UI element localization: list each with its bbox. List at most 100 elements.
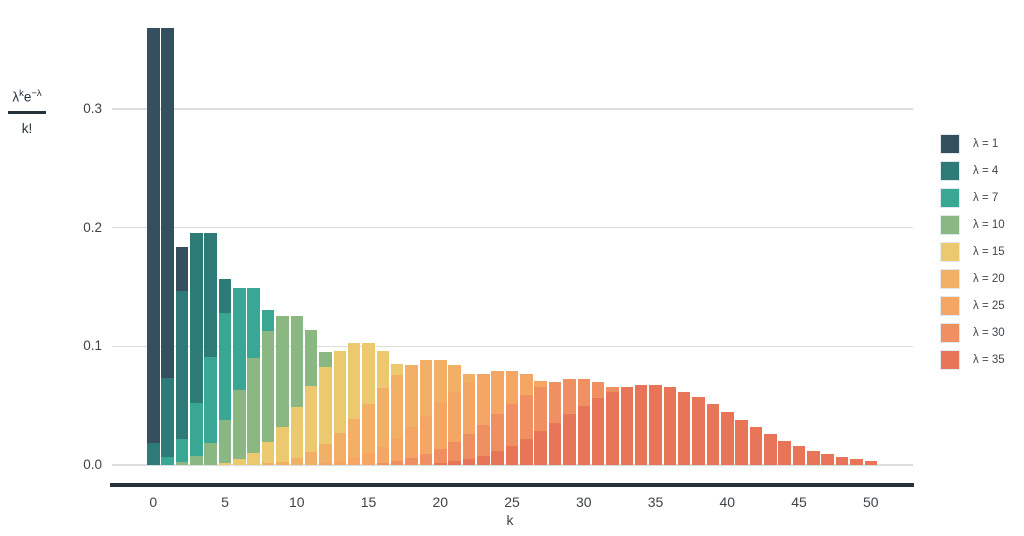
x-tick-label: 45 — [791, 494, 807, 510]
bar — [778, 440, 791, 465]
y-tick-label: 0.2 — [83, 219, 102, 235]
bar — [261, 441, 275, 465]
bar — [233, 390, 246, 465]
bar — [764, 434, 777, 465]
bar — [448, 442, 461, 465]
bar — [405, 458, 418, 465]
x-axis-line — [110, 483, 914, 487]
bar — [233, 459, 246, 465]
bar — [792, 446, 806, 465]
bar — [190, 455, 203, 465]
bar — [663, 387, 677, 465]
y-tick-label: 0.0 — [83, 457, 102, 472]
formula-denominator: k! — [21, 121, 33, 136]
legend-label: λ = 4 — [973, 165, 999, 177]
bar — [620, 387, 634, 465]
bar — [319, 366, 332, 465]
bar — [577, 405, 590, 465]
bar — [376, 388, 390, 465]
legend-label: λ = 7 — [973, 192, 999, 204]
x-tick-label: 5 — [221, 494, 229, 510]
bar — [606, 391, 619, 465]
bar — [290, 458, 303, 465]
bar — [218, 420, 232, 465]
bar — [434, 449, 447, 465]
gridline — [112, 226, 913, 229]
legend-swatch — [940, 269, 960, 289]
bar — [247, 452, 260, 465]
legend-label: λ = 15 — [973, 246, 1005, 258]
bar — [491, 451, 504, 465]
bar — [304, 386, 318, 465]
x-tick-label: 20 — [432, 494, 449, 510]
legend-swatch — [940, 188, 960, 208]
legend-swatch — [940, 323, 960, 343]
bar — [520, 439, 533, 465]
bar — [204, 356, 217, 465]
legend-swatch — [940, 215, 960, 235]
bar — [175, 291, 189, 465]
legend-label: λ = 10 — [973, 219, 1005, 231]
bar — [548, 422, 562, 465]
bar — [721, 411, 734, 465]
bar — [304, 452, 318, 465]
legend-label: λ = 30 — [973, 327, 1005, 339]
x-tick-label: 40 — [719, 494, 736, 510]
x-tick-label: 35 — [647, 494, 664, 510]
gridline — [112, 345, 913, 347]
bar — [749, 427, 763, 465]
bar — [419, 454, 433, 465]
gridline — [112, 108, 913, 110]
bar — [448, 461, 461, 465]
x-tick-label: 15 — [360, 494, 377, 510]
bar — [462, 458, 476, 465]
bar — [204, 442, 217, 465]
bar — [276, 426, 289, 465]
bar — [477, 455, 490, 465]
x-axis-label: k — [506, 512, 514, 528]
bar — [807, 450, 820, 465]
bar — [333, 461, 347, 465]
bar — [376, 446, 390, 465]
legend-swatch — [940, 161, 960, 181]
bar — [276, 461, 289, 465]
y-axis-formula: λke−λ k! — [4, 86, 50, 136]
bar — [175, 438, 189, 465]
bar — [534, 431, 547, 465]
legend-label: λ = 35 — [973, 354, 1005, 366]
bar — [735, 419, 748, 465]
legend-swatch — [940, 350, 960, 370]
bar — [649, 385, 662, 465]
bar — [850, 459, 863, 465]
bar — [677, 391, 691, 465]
bar — [634, 385, 648, 465]
x-tick-label: 0 — [149, 494, 158, 510]
bar — [419, 415, 433, 465]
bar — [692, 397, 705, 465]
bar — [821, 454, 834, 465]
bar — [218, 462, 232, 465]
bar — [147, 443, 160, 465]
gridline — [112, 464, 913, 466]
legend-swatch — [940, 242, 960, 262]
bar — [290, 407, 303, 465]
bar — [390, 460, 404, 465]
x-tick-label: 30 — [575, 494, 592, 510]
bar — [591, 398, 605, 465]
bar — [362, 453, 375, 465]
legend-swatch — [940, 296, 960, 316]
x-tick-label: 25 — [504, 494, 520, 510]
bar — [505, 445, 519, 465]
bar — [161, 457, 174, 465]
bar — [563, 414, 576, 465]
bar — [190, 403, 203, 465]
bar — [347, 419, 361, 465]
bar — [362, 403, 375, 465]
y-tick-label: 0.1 — [83, 338, 102, 354]
bar — [706, 404, 720, 465]
bar — [376, 462, 390, 465]
bar — [261, 463, 275, 465]
fraction-bar — [8, 110, 46, 114]
bar — [333, 432, 347, 465]
